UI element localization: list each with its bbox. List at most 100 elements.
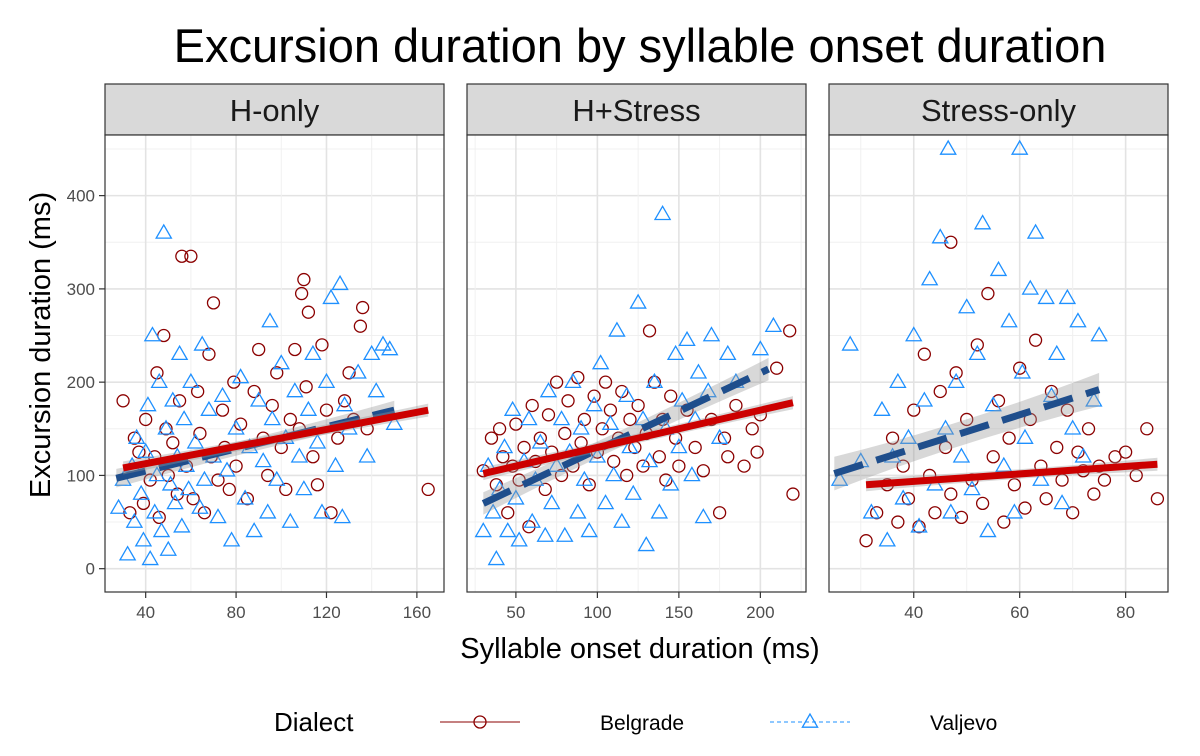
- data-point-valjevo: [650, 503, 669, 519]
- data-point-valjevo: [613, 512, 631, 528]
- plot-area: [830, 139, 1165, 548]
- data-point-belgrade: [721, 450, 735, 464]
- data-point-valjevo: [186, 433, 205, 449]
- x-tick-label: 60: [1010, 603, 1029, 622]
- data-point-belgrade: [1002, 431, 1016, 445]
- data-point-belgrade: [310, 478, 325, 492]
- data-point-valjevo: [150, 372, 168, 389]
- facet-stress-only: Stress-only 40 60 80: [828, 83, 1169, 622]
- data-point-belgrade: [750, 445, 764, 459]
- facet-strip-label: Stress-only: [921, 93, 1077, 128]
- data-point-belgrade: [554, 468, 569, 483]
- data-point-valjevo: [653, 204, 672, 221]
- data-point-valjevo: [1085, 391, 1103, 407]
- x-tick-label: 80: [1116, 603, 1135, 622]
- data-point-valjevo: [503, 400, 522, 416]
- data-point-belgrade: [1097, 473, 1112, 487]
- data-point-valjevo: [166, 494, 184, 510]
- data-point-belgrade: [175, 249, 189, 263]
- data-point-valjevo: [910, 517, 928, 533]
- data-point-valjevo: [702, 326, 721, 342]
- data-point-belgrade: [484, 431, 499, 445]
- data-point-belgrade: [206, 296, 221, 310]
- data-point-valjevo: [148, 466, 166, 482]
- data-point-valjevo: [569, 503, 587, 519]
- data-point-belgrade: [247, 384, 261, 399]
- data-point-belgrade: [737, 459, 751, 473]
- data-point-belgrade: [283, 412, 297, 427]
- data-point-valjevo: [936, 419, 955, 435]
- data-point-valjevo: [520, 410, 538, 426]
- data-point-belgrade: [127, 431, 142, 445]
- data-point-valjevo: [304, 344, 322, 361]
- data-point-belgrade: [598, 375, 613, 389]
- data-point-belgrade: [1018, 501, 1032, 515]
- plot-background: [105, 135, 444, 592]
- series-valjevo: [109, 223, 404, 566]
- data-point-valjevo: [1021, 279, 1040, 295]
- data-point-valjevo: [175, 410, 193, 426]
- data-point-valjevo: [286, 382, 304, 398]
- data-point-valjevo: [547, 456, 566, 472]
- legend-marker: [473, 715, 487, 729]
- data-point-belgrade: [907, 403, 921, 417]
- data-point-valjevo: [249, 391, 268, 407]
- data-point-belgrade: [1118, 445, 1133, 459]
- data-point-belgrade: [184, 249, 198, 263]
- data-point-valjevo: [308, 433, 327, 449]
- data-point-valjevo: [125, 512, 144, 528]
- x-axis-title: Syllable onset duration (ms): [460, 633, 819, 665]
- data-point-valjevo: [580, 522, 598, 538]
- plot-background: [467, 135, 806, 592]
- data-point-valjevo: [299, 400, 318, 416]
- data-point-valjevo: [1032, 470, 1050, 486]
- data-point-valjevo: [374, 335, 392, 351]
- data-point-valjevo: [170, 344, 189, 361]
- data-point-belgrade: [1129, 468, 1143, 483]
- data-point-valjevo: [258, 503, 277, 519]
- data-point-valjevo: [878, 531, 896, 547]
- data-point-belgrade: [623, 412, 637, 427]
- data-point-valjevo: [385, 414, 404, 430]
- data-point-valjevo: [213, 386, 232, 402]
- data-point-valjevo: [666, 344, 685, 361]
- data-point-belgrade: [139, 412, 153, 427]
- data-point-belgrade: [1066, 506, 1080, 520]
- legend-label-valjevo: Valjevo: [930, 712, 997, 735]
- data-point-valjevo: [141, 550, 159, 566]
- data-point-belgrade: [933, 384, 947, 399]
- data-point-valjevo: [507, 489, 525, 505]
- data-point-valjevo: [227, 419, 245, 435]
- data-point-belgrade: [240, 492, 255, 506]
- data-point-belgrade: [288, 342, 302, 357]
- data-point-belgrade: [355, 300, 370, 315]
- data-point-belgrade: [297, 272, 311, 287]
- data-point-valjevo: [1026, 223, 1045, 239]
- data-point-valjevo: [984, 396, 1002, 412]
- data-point-belgrade: [917, 347, 931, 361]
- data-point-valjevo: [531, 433, 550, 449]
- data-point-valjevo: [179, 480, 198, 496]
- data-point-belgrade: [1007, 478, 1022, 492]
- data-point-belgrade: [541, 408, 556, 422]
- data-point-valjevo: [556, 526, 574, 542]
- data-point-valjevo: [604, 466, 623, 482]
- facet-h-stress: H+Stress 50 100 150 200: [466, 83, 807, 622]
- data-point-valjevo: [629, 293, 647, 309]
- data-point-valjevo: [1000, 312, 1018, 328]
- plot-area: [109, 223, 435, 566]
- data-point-belgrade: [729, 398, 743, 413]
- data-point-valjevo: [159, 540, 178, 556]
- data-point-belgrade: [525, 398, 539, 413]
- data-point-valjevo: [1074, 447, 1092, 463]
- y-tick-label: 100: [67, 466, 95, 485]
- data-point-valjevo: [1013, 363, 1032, 379]
- x-tick-label: 40: [904, 603, 923, 622]
- data-point-valjevo: [362, 344, 381, 361]
- panel-border: [828, 134, 1169, 593]
- data-point-belgrade: [631, 398, 645, 413]
- data-point-valjevo: [694, 508, 713, 524]
- data-point-valjevo: [973, 214, 992, 230]
- data-point-belgrade: [928, 506, 942, 520]
- y-tick-label: 200: [67, 373, 95, 392]
